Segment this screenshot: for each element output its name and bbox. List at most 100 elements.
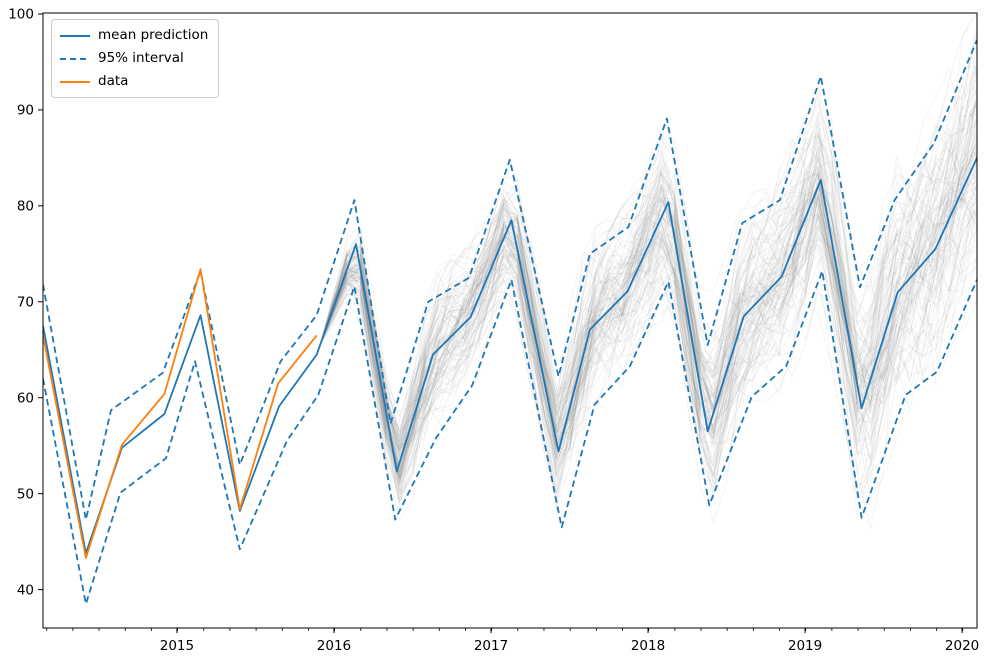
y-tick-label: 100	[8, 7, 34, 23]
sample-path	[320, 171, 977, 468]
x-tick-label: 2017	[474, 638, 508, 654]
legend: mean prediction 95% interval data	[51, 19, 220, 98]
sample-path	[320, 114, 977, 469]
sample-path	[320, 104, 977, 480]
sample-path	[320, 119, 977, 433]
sample-path	[320, 134, 977, 484]
sample-path	[320, 101, 977, 479]
sample-path	[320, 101, 977, 467]
legend-label-mean-prediction: mean prediction	[98, 27, 209, 43]
y-tick-label: 40	[17, 582, 34, 598]
sample-path	[320, 196, 977, 500]
sample-path	[320, 92, 977, 479]
sample-path	[320, 132, 977, 476]
sample-path	[320, 163, 977, 482]
sample-path	[320, 141, 977, 493]
sample-path	[320, 110, 977, 484]
legend-line-data-icon	[60, 80, 90, 83]
sample-path	[320, 64, 977, 472]
sample-path	[320, 70, 977, 455]
sample-path	[320, 157, 977, 504]
sample-path	[320, 97, 977, 498]
sample-path	[320, 172, 977, 485]
sample-path	[320, 152, 977, 480]
sample-path	[320, 86, 977, 476]
sample-path	[320, 166, 977, 457]
sample-path	[320, 197, 977, 474]
sample-path	[320, 180, 977, 469]
sample-path	[320, 181, 977, 502]
y-tick-label: 70	[17, 295, 34, 311]
sample-path	[320, 60, 977, 473]
sample-path	[320, 150, 977, 469]
sample-path	[320, 136, 977, 457]
x-tick-label: 2018	[631, 638, 665, 654]
sample-path	[320, 175, 977, 484]
sample-path	[320, 199, 977, 452]
sample-path	[320, 181, 977, 450]
sample-path	[320, 134, 977, 480]
y-tick-label: 60	[17, 390, 34, 406]
sample-path	[320, 32, 977, 451]
sample-path	[320, 146, 977, 479]
legend-line-solid-icon	[60, 34, 90, 37]
sample-path	[320, 151, 977, 488]
sample-path	[320, 145, 977, 442]
sample-path	[320, 163, 977, 461]
sample-path	[320, 127, 977, 490]
sample-path	[320, 166, 977, 494]
sample-path	[320, 105, 977, 488]
sample-path	[320, 65, 977, 471]
sample-path	[320, 109, 977, 486]
sample-path	[320, 189, 977, 530]
sample-path	[320, 88, 977, 503]
y-tick-label: 80	[17, 199, 34, 215]
sample-path	[320, 166, 977, 499]
legend-item-data: data	[60, 73, 208, 90]
sample-path	[320, 136, 977, 450]
y-tick-label: 50	[17, 486, 34, 502]
sample-path	[320, 146, 977, 443]
sample-path	[320, 173, 977, 495]
series-mean-prediction	[43, 155, 977, 555]
x-tick-label: 2015	[160, 638, 194, 654]
sample-path	[320, 109, 977, 465]
sample-path	[320, 148, 977, 465]
sample-path	[320, 36, 977, 502]
legend-line-dashed-icon	[60, 57, 90, 60]
sample-path	[320, 196, 977, 470]
plot-border	[42, 12, 978, 629]
sample-path	[320, 143, 977, 493]
sample-path	[320, 86, 977, 479]
axes-ticks: 40 50 60 70 80 90 100 2015 2016 2017 2018 2019 2020	[8, 7, 979, 654]
sample-path	[320, 65, 977, 440]
legend-label-95-interval: 95% interval	[98, 50, 184, 66]
sample-path	[320, 194, 977, 496]
series-95-interval-upper	[43, 39, 977, 521]
y-tick-label: 90	[17, 103, 34, 119]
sample-path	[320, 148, 977, 453]
sample-path	[320, 129, 977, 483]
sample-path	[320, 147, 977, 479]
sample-path	[320, 124, 977, 446]
sample-path	[320, 104, 977, 481]
sample-path	[320, 176, 977, 508]
sample-path	[320, 127, 977, 444]
sample-path	[320, 71, 977, 459]
x-tick-label: 2019	[788, 638, 822, 654]
legend-item-95-interval: 95% interval	[60, 50, 208, 67]
sample-path	[320, 83, 977, 458]
sample-path	[320, 171, 977, 500]
sample-path	[320, 162, 977, 452]
legend-label-data: data	[98, 73, 129, 89]
sample-path	[320, 93, 977, 489]
sample-path	[320, 104, 977, 477]
sample-path	[320, 134, 977, 476]
sample-path	[320, 100, 977, 495]
sample-path	[320, 134, 977, 458]
legend-item-mean-prediction: mean prediction	[60, 27, 208, 44]
sample-path	[320, 72, 977, 494]
sample-path	[320, 141, 977, 497]
sample-path	[320, 14, 977, 452]
